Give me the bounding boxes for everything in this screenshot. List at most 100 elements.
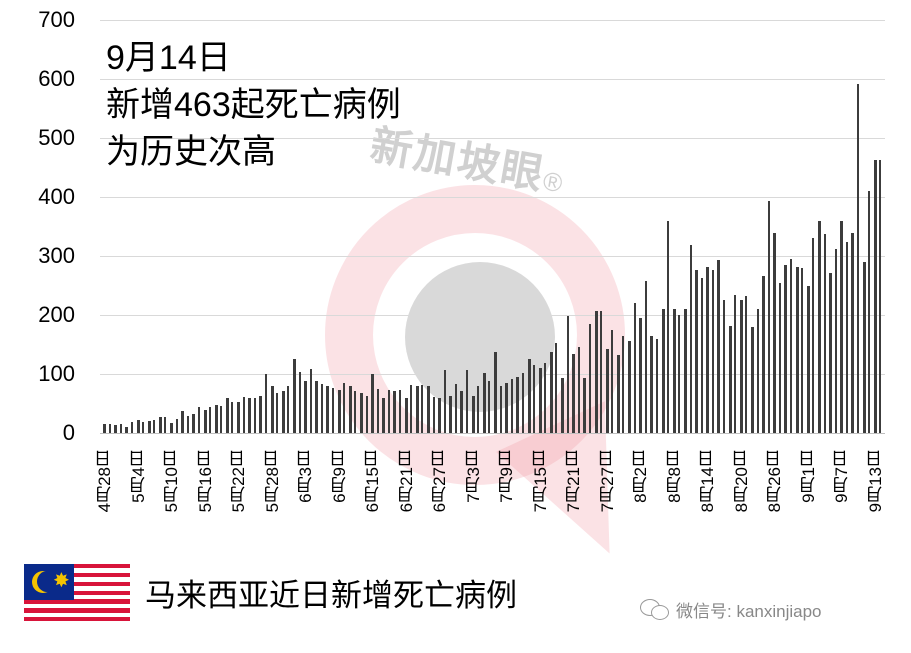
bar [197,407,200,433]
bar [209,407,212,433]
bar [170,422,174,433]
bar [410,384,413,433]
wechat-id: 微信号: kanxinjiapo [676,602,822,621]
x-tick-label: 5月28日 [262,450,282,513]
bar [790,258,793,433]
x-tick-label: 8月14日 [698,450,718,513]
bar [348,385,352,433]
bar [242,397,245,433]
x-tick-label: 6月9日 [329,450,349,503]
flag-stripe [24,612,130,618]
bar [706,266,710,433]
bar [739,300,743,433]
bar [767,201,770,433]
bar [510,378,513,433]
gridline [100,20,885,21]
bar [516,376,520,433]
bar [477,385,480,433]
bar [756,309,759,433]
bar [443,369,446,433]
bar [264,374,267,433]
x-tick-label: 7月3日 [463,450,483,503]
bar [438,397,442,433]
annotation-headline: 新增463起死亡病例 [106,86,401,124]
bar [505,382,509,433]
flag-stripe [24,599,130,604]
bar [661,308,665,433]
x-tick-label: 6月27日 [430,450,450,513]
bar [359,393,363,433]
bar [622,336,625,433]
x-tick-label: 4月28日 [95,450,114,513]
bar [527,359,531,433]
legend-label: 马来西亚近日新增死亡病例 [145,578,517,613]
bar [806,285,810,433]
y-tick-label: 300 [38,243,75,268]
bar [801,267,804,433]
bar [365,396,368,433]
bar [845,241,848,433]
bar [164,417,167,433]
x-tick-label: 9月7日 [832,450,852,503]
bar [108,424,111,433]
x-tick-label: 7月9日 [497,450,517,503]
bar [326,385,330,433]
flag-stripe [24,586,130,591]
bar [130,421,133,433]
bar-series [100,0,885,433]
bar [549,351,553,433]
bar [203,410,207,433]
bar [488,381,491,433]
bar [616,354,620,433]
gridline [100,315,885,316]
bar [471,395,475,433]
bar [650,336,654,433]
bar [723,300,725,433]
bar [343,383,346,433]
bar [466,369,469,433]
bar [220,405,223,433]
x-tick-label: 7月21日 [564,450,584,513]
bar [750,326,754,433]
bar [103,424,106,433]
bar [689,245,692,433]
bar [823,234,826,433]
y-tick-label: 500 [38,125,75,150]
bar [572,353,576,433]
bar [147,421,151,433]
y-tick-label: 400 [38,184,75,209]
bar [393,391,397,433]
bar [332,388,334,433]
bar [784,265,788,433]
x-tick-label: 6月3日 [296,450,316,503]
bar [399,389,402,433]
annotation-date: 9月14日 [106,39,231,77]
malaysia-flag-icon: ✸ [24,564,130,626]
bar [711,269,714,433]
bar [762,276,766,433]
bar [594,310,598,433]
bar [566,315,569,433]
y-tick-label: 0 [62,420,75,445]
y-tick-label: 700 [38,7,75,32]
bar [873,159,877,433]
bar [879,159,882,433]
bar [577,347,580,433]
bar [633,303,636,433]
bar [605,348,609,433]
bar [521,372,524,433]
bar [745,295,748,433]
annotation-note: 为历史次高 [106,133,276,171]
bar [667,220,670,433]
bar [695,269,699,433]
bar [270,385,274,433]
bar [376,388,379,433]
bar [611,329,614,433]
bar [868,190,871,433]
bar [857,83,860,433]
bar [181,410,185,433]
gridline [100,197,885,198]
bar [259,396,263,433]
x-tick-label: 5月10日 [162,450,182,513]
flag-stripe [24,621,130,626]
